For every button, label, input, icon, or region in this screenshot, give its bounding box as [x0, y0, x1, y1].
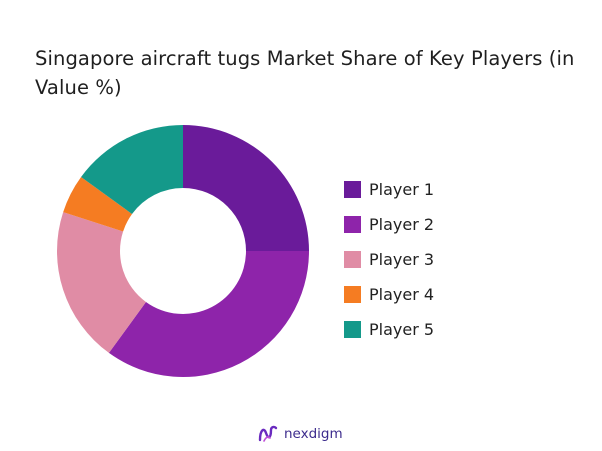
- legend-item: Player 5: [344, 312, 434, 347]
- legend-swatch: [344, 251, 361, 268]
- legend-item: Player 2: [344, 207, 434, 242]
- legend-item: Player 4: [344, 277, 434, 312]
- donut-slice-player-1: [183, 125, 309, 251]
- legend-item: Player 1: [344, 172, 434, 207]
- legend-swatch: [344, 216, 361, 233]
- donut-slice-player-3: [57, 212, 146, 353]
- legend-item: Player 3: [344, 242, 434, 277]
- donut-slice-player-2: [108, 251, 309, 377]
- nexdigm-logo-icon: [258, 425, 278, 442]
- legend-label: Player 5: [369, 320, 435, 339]
- legend-label: Player 3: [369, 250, 435, 269]
- legend-label: Player 2: [369, 215, 435, 234]
- legend-label: Player 4: [369, 285, 435, 304]
- donut-slice-player-5: [81, 125, 183, 214]
- legend-swatch: [344, 321, 361, 338]
- chart-legend: Player 1 Player 2 Player 3 Player 4 Player 5: [344, 172, 434, 347]
- legend-swatch: [344, 181, 361, 198]
- legend-label: Player 1: [369, 180, 435, 199]
- brand-logo: nexdigm: [258, 424, 343, 444]
- legend-swatch: [344, 286, 361, 303]
- chart-title: Singapore aircraft tugs Market Share of …: [35, 47, 575, 99]
- brand-name: nexdigm: [284, 426, 343, 442]
- donut-slice-player-4: [63, 176, 133, 232]
